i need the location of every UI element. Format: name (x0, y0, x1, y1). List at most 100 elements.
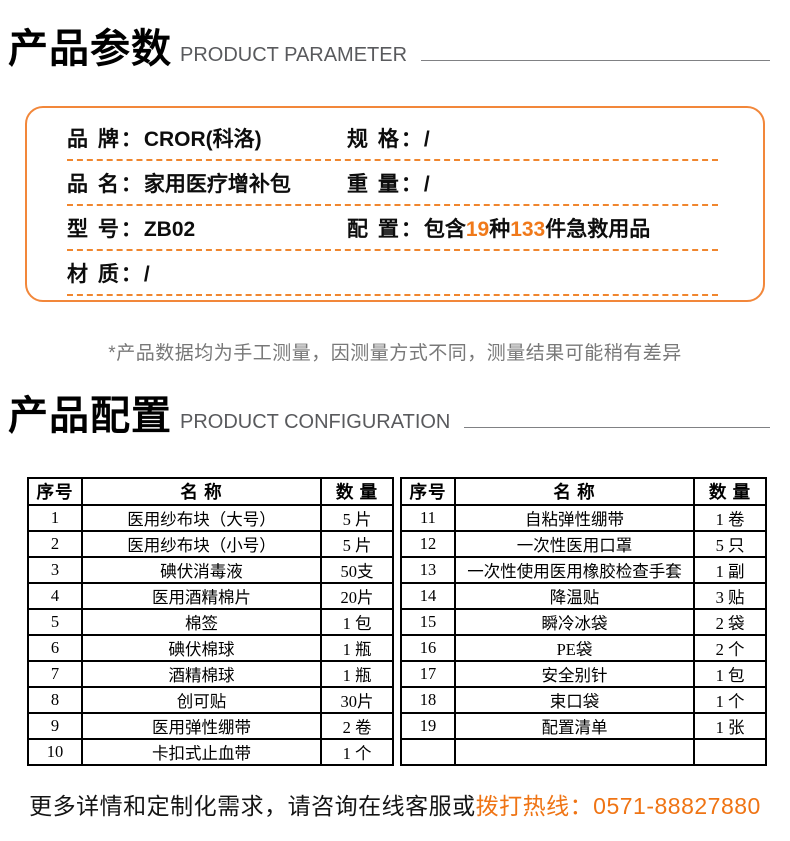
header-name: 名 称 (454, 477, 695, 506)
cell-name: 配置清单 (454, 712, 695, 740)
cell-no: 6 (27, 634, 83, 662)
cell-name: 降温贴 (454, 582, 695, 610)
cell-qty: 2 卷 (320, 712, 394, 740)
cell-no: 16 (400, 634, 456, 662)
config-value-mid: 种 (489, 217, 511, 241)
section-header-parameter: 产品参数 PRODUCT PARAMETER (0, 0, 790, 70)
footer-contact: 更多详情和定制化需求，请咨询在线客服或拨打热线：0571-88827880 (0, 787, 790, 821)
cell-qty: 5 只 (693, 530, 767, 558)
cell-qty: 1 个 (320, 738, 394, 766)
cell-name (454, 738, 695, 766)
cell-name: 卡扣式止血带 (81, 738, 322, 766)
table-row: 6 碘伏棉球 1 瓶 (27, 634, 394, 662)
cell-qty: 2 个 (693, 634, 767, 662)
param-row-name-weight: 品 名：家用医疗增补包 重 量：/ (67, 161, 718, 206)
table-row: 13 一次性使用医用橡胶检查手套 1 副 (400, 556, 767, 584)
config-count-items: 133 (510, 217, 546, 241)
section-header-configuration: 产品配置 PRODUCT CONFIGURATION (0, 395, 790, 437)
cell-no (400, 738, 456, 766)
weight-value: / (423, 172, 430, 196)
cell-no: 12 (400, 530, 456, 558)
config-table-left: 序号 名 称 数 量 1 医用纱布块（大号） 5 片 2 医用纱布块（小号） 5 片 3 碘伏… (27, 477, 394, 766)
cell-no: 19 (400, 712, 456, 740)
cell-qty: 2 袋 (693, 608, 767, 636)
table-row (400, 738, 767, 766)
config-value-post: 件急救用品 (545, 217, 651, 241)
cell-qty: 20片 (320, 582, 394, 610)
cell-name: 一次性医用口罩 (454, 530, 695, 558)
config-table-right: 序号 名 称 数 量 11 自粘弹性绷带 1 卷 12 一次性医用口罩 5 只 13 一次性使… (400, 477, 767, 766)
param-spec: 规 格：/ (347, 123, 430, 153)
header-name: 名 称 (81, 477, 322, 506)
table-header-row: 序号 名 称 数 量 (27, 477, 394, 506)
cell-qty: 1 卷 (693, 504, 767, 532)
config-count-types: 19 (465, 217, 490, 241)
cell-name: 医用纱布块（小号） (81, 530, 322, 558)
brand-label: 品 牌： (67, 127, 144, 151)
header-qty: 数 量 (320, 477, 394, 506)
param-model: 型 号：ZB02 (67, 213, 347, 243)
cell-qty: 1 包 (320, 608, 394, 636)
cell-qty: 1 瓶 (320, 634, 394, 662)
table-row: 12 一次性医用口罩 5 只 (400, 530, 767, 558)
cell-no: 9 (27, 712, 83, 740)
cell-name: 创可贴 (81, 686, 322, 714)
table-body-left: 1 医用纱布块（大号） 5 片 2 医用纱布块（小号） 5 片 3 碘伏消毒液 50支 4 医用酒精… (27, 504, 394, 766)
cell-qty: 50支 (320, 556, 394, 584)
cell-name: 医用弹性绷带 (81, 712, 322, 740)
cell-name: 碘伏消毒液 (81, 556, 322, 584)
header-rule-line (464, 427, 770, 428)
cell-qty: 5 片 (320, 530, 394, 558)
table-row: 18 束口袋 1 个 (400, 686, 767, 714)
table-body-right: 11 自粘弹性绷带 1 卷 12 一次性医用口罩 5 只 13 一次性使用医用橡胶检查手套 1 … (400, 504, 767, 766)
section-title-zh: 产品配置 (8, 394, 172, 438)
table-row: 16 PE袋 2 个 (400, 634, 767, 662)
cell-no: 17 (400, 660, 456, 688)
param-row-brand-spec: 品 牌：CROR(科洛) 规 格：/ (67, 116, 718, 161)
model-value: ZB02 (143, 217, 196, 241)
table-row: 15 瞬冷冰袋 2 袋 (400, 608, 767, 636)
cell-qty: 3 贴 (693, 582, 767, 610)
footer-text: 更多详情和定制化需求，请咨询在线客服或 (29, 793, 476, 819)
cell-qty (693, 738, 767, 766)
header-rule-line (421, 60, 770, 61)
parameter-box: 品 牌：CROR(科洛) 规 格：/ 品 名：家用医疗增补包 重 量：/ 型 号… (25, 106, 765, 302)
table-row: 3 碘伏消毒液 50支 (27, 556, 394, 584)
cell-no: 2 (27, 530, 83, 558)
param-brand: 品 牌：CROR(科洛) (67, 123, 347, 153)
param-row-model-config: 型 号：ZB02 配 置：包含19种133件急救用品 (67, 206, 718, 251)
cell-qty: 1 张 (693, 712, 767, 740)
table-row: 11 自粘弹性绷带 1 卷 (400, 504, 767, 532)
material-value: / (143, 262, 150, 286)
brand-value: CROR(科洛) (143, 127, 262, 151)
cell-no: 15 (400, 608, 456, 636)
config-label: 配 置： (347, 217, 424, 241)
spec-value: / (423, 127, 430, 151)
cell-no: 14 (400, 582, 456, 610)
cell-no: 3 (27, 556, 83, 584)
cell-name: 瞬冷冰袋 (454, 608, 695, 636)
cell-no: 8 (27, 686, 83, 714)
cell-name: 安全别针 (454, 660, 695, 688)
section-title-zh: 产品参数 (8, 27, 172, 71)
header-qty: 数 量 (693, 477, 767, 506)
material-label: 材 质： (67, 262, 144, 286)
cell-qty: 5 片 (320, 504, 394, 532)
cell-name: 自粘弹性绷带 (454, 504, 695, 532)
cell-no: 18 (400, 686, 456, 714)
table-row: 19 配置清单 1 张 (400, 712, 767, 740)
weight-label: 重 量： (347, 172, 424, 196)
cell-no: 10 (27, 738, 83, 766)
spec-label: 规 格： (347, 127, 424, 151)
config-value-pre: 包含 (423, 217, 466, 241)
cell-qty: 1 瓶 (320, 660, 394, 688)
table-row: 5 棉签 1 包 (27, 608, 394, 636)
table-row: 4 医用酒精棉片 20片 (27, 582, 394, 610)
cell-name: 碘伏棉球 (81, 634, 322, 662)
cell-qty: 1 副 (693, 556, 767, 584)
cell-qty: 30片 (320, 686, 394, 714)
model-label: 型 号： (67, 217, 144, 241)
param-config: 配 置：包含19种133件急救用品 (347, 213, 650, 243)
hotline-number: 拨打热线：0571-88827880 (475, 793, 761, 819)
